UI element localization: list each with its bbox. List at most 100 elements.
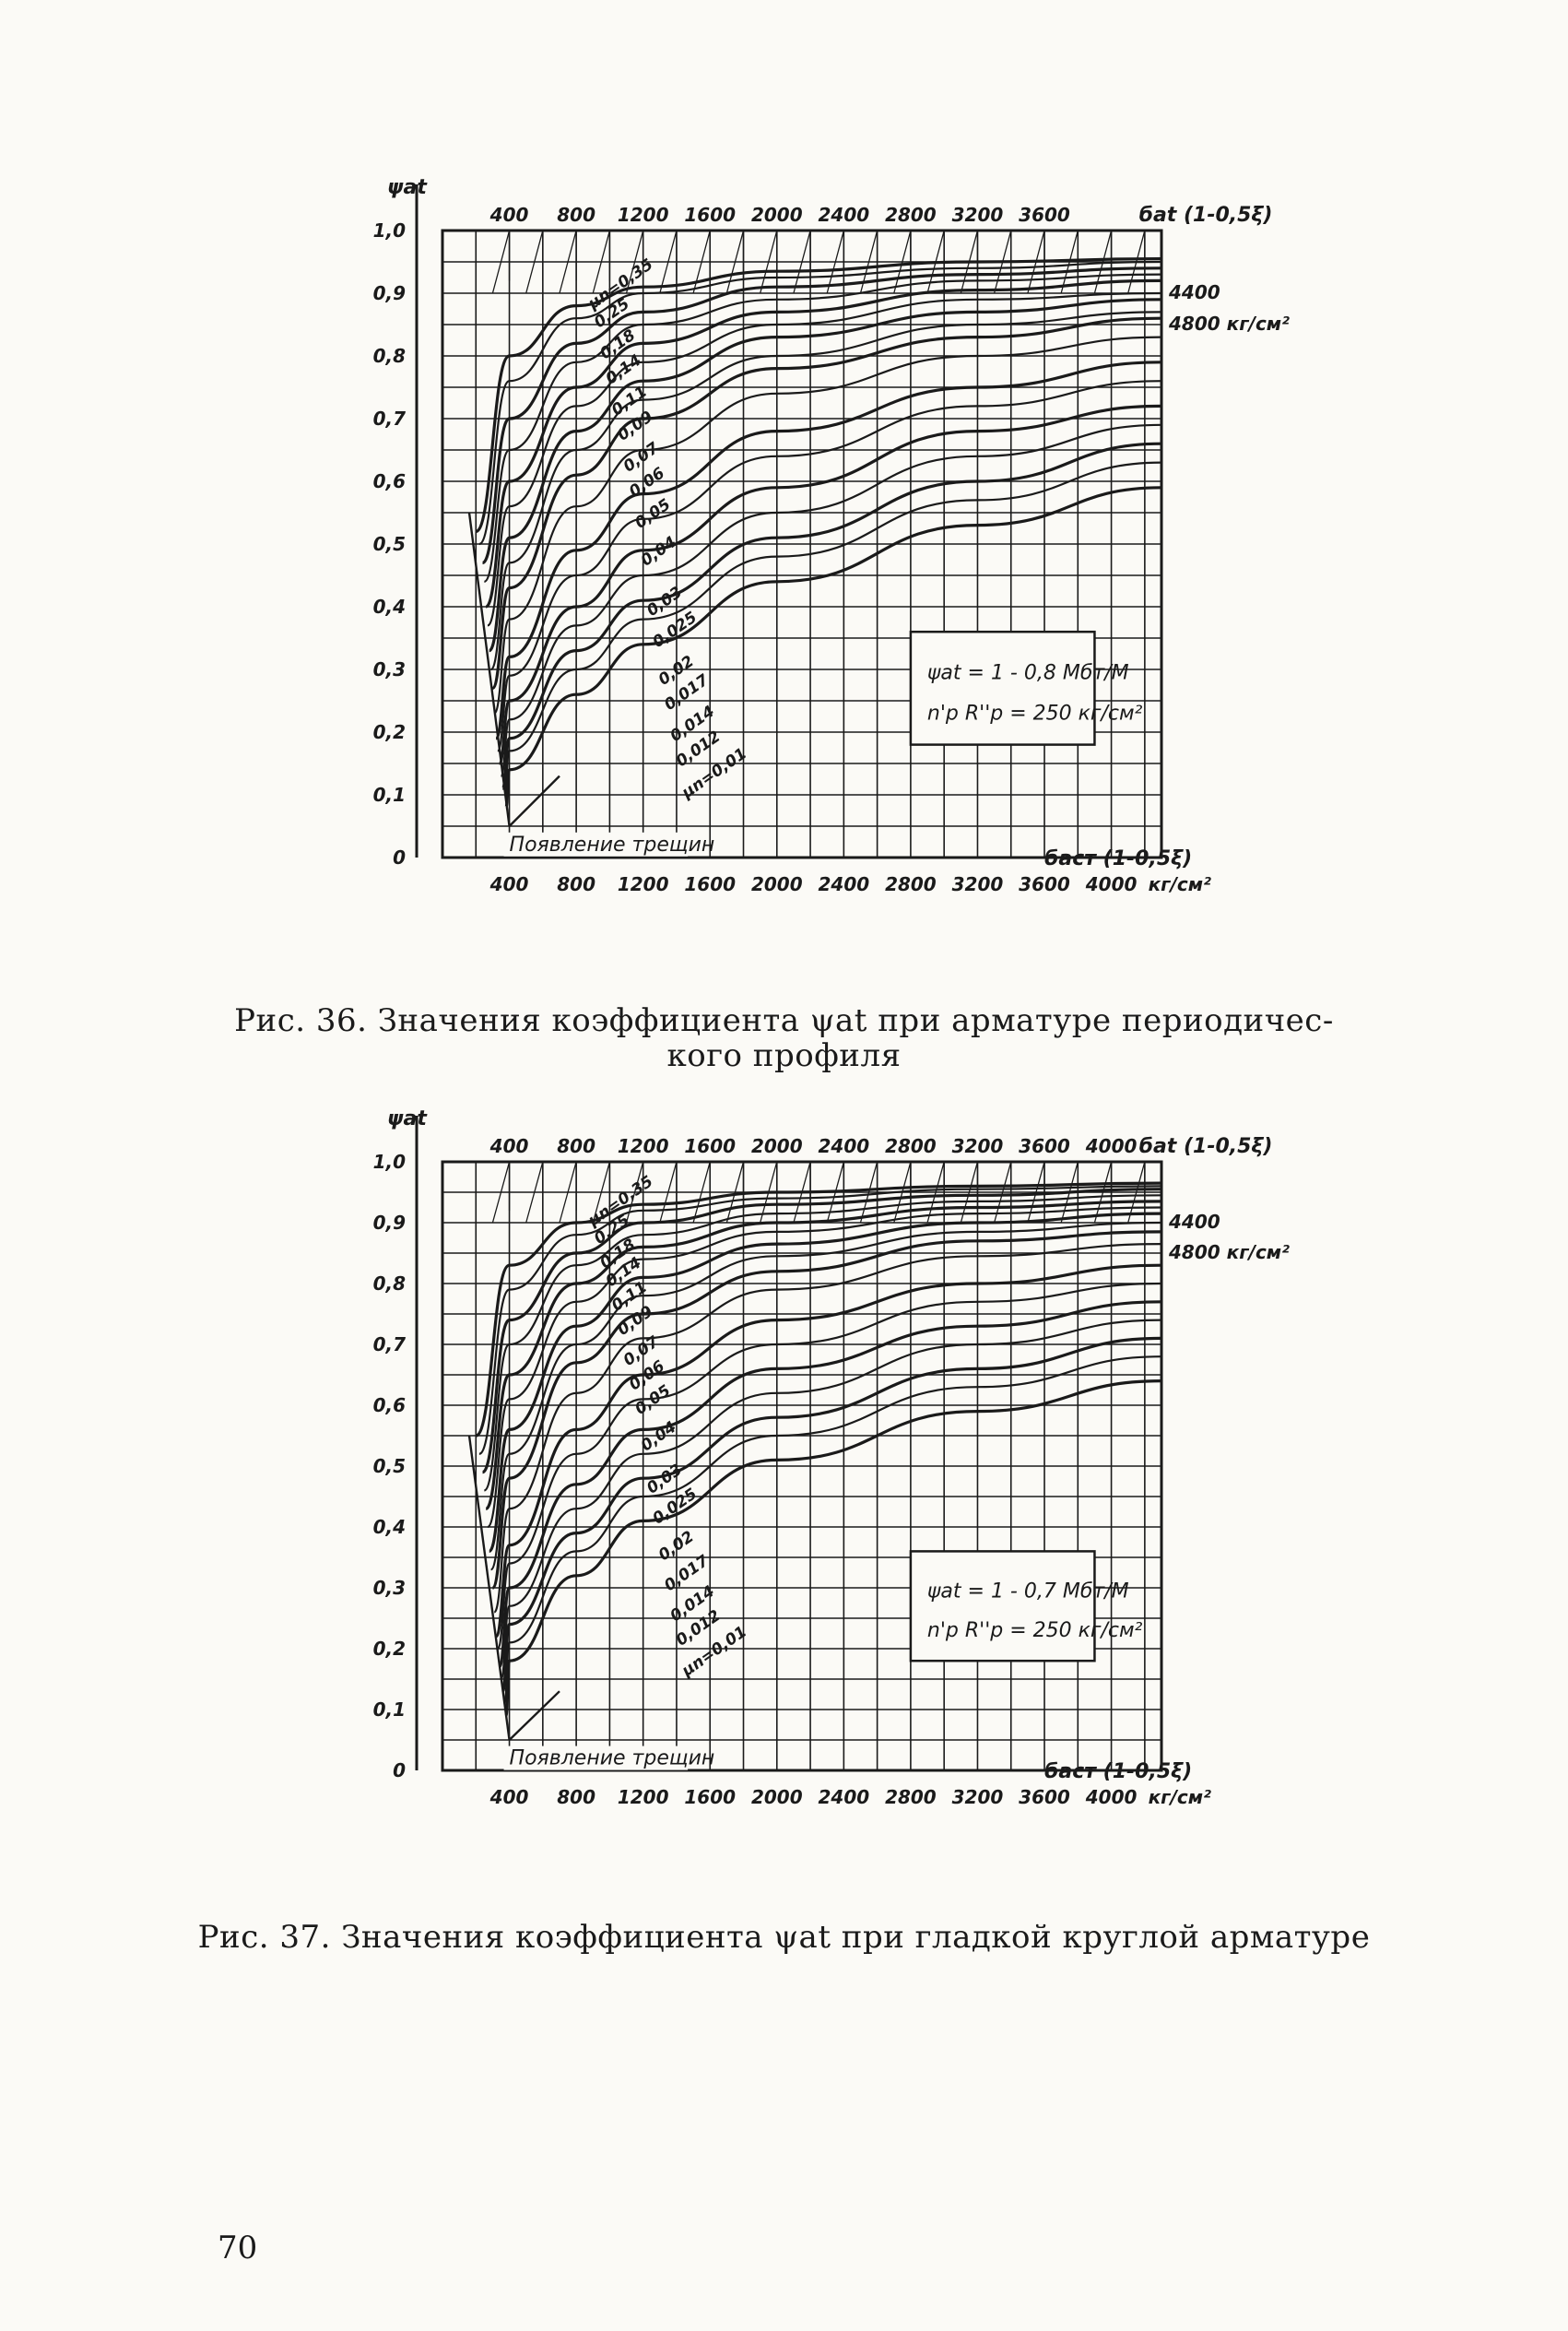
y-tick-label: 0,1 xyxy=(373,784,406,806)
x-tick-label-top: 3600 xyxy=(1019,1135,1070,1157)
diagonal-line xyxy=(491,1161,511,1224)
y-tick-label: 0,3 xyxy=(373,1577,406,1599)
y-tick-label: 1,0 xyxy=(373,219,407,242)
x-axis-units: кг/см² xyxy=(1149,873,1212,895)
y-tick-label: 0,9 xyxy=(373,282,407,304)
figure-37-caption: Рис. 37. Значения коэффициента ψat при г… xyxy=(0,1920,1568,1955)
formula-line-1: ψat = 1 - 0,7 Mбт/M xyxy=(927,1580,1129,1603)
diagonal-line xyxy=(893,230,912,294)
series-line xyxy=(480,266,1162,564)
series-line xyxy=(504,486,1162,810)
series-line xyxy=(489,311,1162,671)
x-tick-label-top: 1600 xyxy=(684,204,736,226)
y-tick-label: 0,2 xyxy=(373,1638,406,1660)
envelope-line xyxy=(508,775,560,827)
y-tick-label: 1,0 xyxy=(373,1151,407,1173)
x-tick-label-top: 2000 xyxy=(751,1135,803,1157)
series-line xyxy=(494,1263,1162,1639)
series-line xyxy=(500,423,1162,777)
y-tick-label: 0,4 xyxy=(373,596,406,618)
plot-frame xyxy=(441,1160,1163,1772)
x-tick-label-bottom: 2400 xyxy=(819,873,870,895)
x-tick-label-top: 2400 xyxy=(819,204,870,226)
y-tick-label: 0,5 xyxy=(373,533,406,555)
series-line xyxy=(498,404,1162,765)
x-tick-label-bottom: 800 xyxy=(557,873,595,895)
x-axis-title-top: бat (1-0,5ξ) xyxy=(1139,204,1273,227)
series-line xyxy=(483,1194,1162,1492)
series-line xyxy=(475,257,1162,533)
x-tick-label-top: 800 xyxy=(557,204,595,226)
plot-frame xyxy=(441,229,1163,859)
y-tick-label: 0 xyxy=(393,1759,406,1781)
formula-line-2: n'р R''р = 250 кг/см² xyxy=(927,1619,1143,1642)
x-tick-label-bottom: 2800 xyxy=(885,1786,937,1808)
y-axis-title: ψat xyxy=(387,176,428,199)
y-tick-label: 0,4 xyxy=(373,1516,406,1538)
diagonal-line xyxy=(491,230,511,294)
annotation-background xyxy=(503,1745,689,1770)
envelope-line xyxy=(508,1690,560,1741)
figure-36: μn=0,35 0,25 0,18 0,14 0,11 0,09 0,07 0,06 0,05 0… xyxy=(0,148,1568,977)
x-axis-title-bottom: бaст (1-0,5ξ) xyxy=(1044,1760,1192,1783)
series-line xyxy=(501,1336,1162,1693)
formula-box xyxy=(909,1550,1096,1662)
diagonal-line xyxy=(1060,230,1079,294)
x-tick-label-top: 2000 xyxy=(751,204,803,226)
diagonal-line xyxy=(826,230,844,294)
figure-36-caption-line2: кого профиля xyxy=(666,1037,902,1074)
x-tick-label-top: 4000 xyxy=(1085,1135,1138,1157)
figure-37-caption-text: Рис. 37. Значения коэффициента ψat при г… xyxy=(197,1919,1371,1956)
diagonal-line xyxy=(625,230,644,294)
series-line xyxy=(498,1300,1162,1669)
x-tick-label-bottom: 4000 xyxy=(1085,873,1138,895)
series-line xyxy=(501,442,1162,790)
y-tick-label: 0,6 xyxy=(373,1394,407,1416)
envelope-line xyxy=(467,1435,511,1741)
series-line xyxy=(484,278,1162,609)
x-tick-label-top: 2800 xyxy=(885,1135,937,1157)
x-tick-label-top: 1200 xyxy=(618,1135,669,1157)
series-line xyxy=(490,316,1162,690)
series-line xyxy=(496,380,1162,752)
series-line xyxy=(494,361,1162,740)
formula-line-2: n'р R''р = 250 кг/см² xyxy=(927,703,1143,726)
series-line xyxy=(504,1379,1162,1718)
right-label: 4800 кг/см² xyxy=(1168,1241,1290,1263)
figure-37-chart: μn=0,350,250,180,140,110,090,070,060,050… xyxy=(373,1107,1291,1808)
diagonal-line xyxy=(725,1161,745,1224)
diagonal-line xyxy=(725,230,745,294)
formula-line-1: ψat = 1 - 0,8 Mбт/M xyxy=(927,662,1129,685)
y-axis-title: ψat xyxy=(387,1107,428,1130)
series-line xyxy=(480,1188,1162,1474)
x-tick-label-bottom: 1200 xyxy=(618,873,669,895)
x-axis-units: кг/см² xyxy=(1149,1786,1212,1808)
series-line xyxy=(503,461,1162,797)
series-line xyxy=(493,1243,1162,1614)
diagonal-line xyxy=(559,1161,577,1224)
y-tick-label: 0,7 xyxy=(373,1333,407,1355)
x-tick-label-top: 1600 xyxy=(684,1135,736,1157)
series-line xyxy=(478,260,1162,546)
y-tick-label: 0,2 xyxy=(373,721,406,743)
diagonal-line xyxy=(659,230,678,294)
diagonal-line xyxy=(859,1161,878,1224)
x-tick-label-bottom: 1600 xyxy=(684,1786,736,1808)
x-tick-label-bottom: 3200 xyxy=(952,873,1004,895)
x-tick-label-bottom: 1200 xyxy=(618,1786,669,1808)
x-tick-label-top: 2800 xyxy=(885,204,937,226)
x-tick-label-bottom: 400 xyxy=(489,1786,529,1808)
right-label: 4800 кг/см² xyxy=(1168,313,1290,335)
x-tick-label-top: 3200 xyxy=(952,1135,1004,1157)
series-line xyxy=(496,1282,1162,1651)
series-line xyxy=(478,1185,1162,1455)
x-tick-label-bottom: 4000 xyxy=(1085,1786,1138,1808)
figure-36-caption: Рис. 36. Значения коэффициента ψat при а… xyxy=(0,1003,1568,1073)
x-tick-label-bottom: 2800 xyxy=(885,873,937,895)
right-label: 4400 xyxy=(1168,281,1220,303)
series-line xyxy=(486,1206,1162,1529)
y-tick-label: 0,9 xyxy=(373,1212,407,1234)
x-tick-label-bottom: 3200 xyxy=(952,1786,1004,1808)
series-label: 0,05 xyxy=(631,495,674,532)
series-line xyxy=(500,1319,1162,1681)
